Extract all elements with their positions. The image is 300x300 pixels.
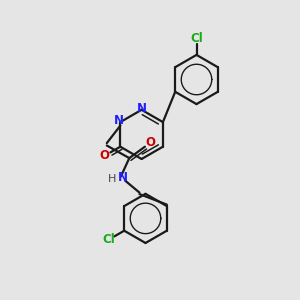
Text: H: H (108, 173, 117, 184)
Text: N: N (137, 102, 147, 115)
Text: N: N (118, 171, 128, 184)
Text: Cl: Cl (190, 32, 203, 45)
Text: Cl: Cl (102, 233, 115, 246)
Text: O: O (145, 136, 155, 149)
Text: O: O (100, 149, 110, 162)
Text: N: N (114, 114, 124, 128)
